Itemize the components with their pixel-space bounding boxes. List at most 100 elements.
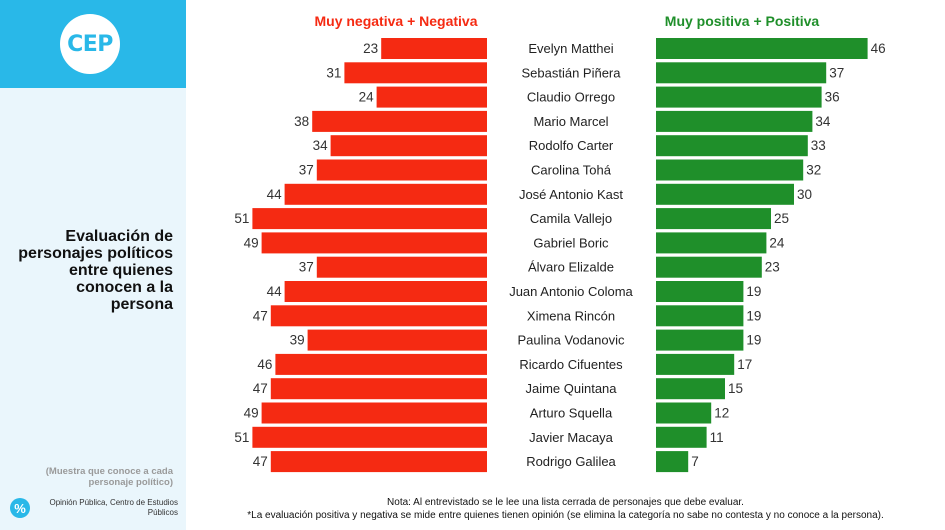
note-line-2: *La evaluación positiva y negativa se mi… <box>247 510 884 521</box>
positive-bar <box>656 110 813 132</box>
negative-value-label: 47 <box>253 381 268 396</box>
positive-bar <box>656 305 744 327</box>
negative-value-label: 46 <box>257 357 272 372</box>
positive-bar <box>656 378 725 400</box>
positive-header: Muy positiva + Positiva <box>665 13 820 29</box>
person-name-label: Camila Vallejo <box>530 211 612 226</box>
negative-bar <box>270 378 487 400</box>
negative-bar <box>381 38 487 59</box>
positive-value-label: 12 <box>714 406 729 421</box>
negative-bar <box>330 135 487 157</box>
negative-value-label: 24 <box>359 90 375 105</box>
person-name-label: Gabriel Boric <box>533 235 609 250</box>
negative-bar <box>307 329 487 351</box>
negative-value-label: 39 <box>290 333 305 348</box>
negative-bar <box>376 86 487 108</box>
negative-value-label: 49 <box>244 406 259 421</box>
negative-value-label: 51 <box>234 211 249 226</box>
positive-value-label: 7 <box>691 454 699 469</box>
person-name-label: Carolina Tohá <box>531 163 612 178</box>
negative-bar <box>275 353 487 375</box>
positive-bar <box>656 329 744 351</box>
chart-bars: 23 Evelyn Matthei 46 31 Sebastián Piñera 37 24… <box>234 38 886 473</box>
person-name-label: José Antonio Kast <box>519 187 623 202</box>
negative-bar <box>284 281 487 302</box>
person-name-label: Jaime Quintana <box>525 381 617 396</box>
negative-value-label: 38 <box>294 114 309 129</box>
person-name-label: Rodrigo Galilea <box>526 454 616 469</box>
positive-value-label: 36 <box>825 90 840 105</box>
negative-bar <box>316 159 487 181</box>
positive-value-label: 23 <box>765 260 780 275</box>
negative-bar <box>344 62 487 84</box>
chart-title: Evaluación de personajes políticos entre… <box>18 228 173 313</box>
negative-value-label: 49 <box>244 235 259 250</box>
positive-value-label: 24 <box>769 235 785 250</box>
positive-value-label: 32 <box>806 163 821 178</box>
positive-bar <box>656 353 735 375</box>
positive-bar <box>656 402 712 424</box>
negative-header: Muy negativa + Negativa <box>314 13 477 29</box>
negative-bar <box>261 402 487 424</box>
person-name-label: Javier Macaya <box>529 430 614 445</box>
negative-value-label: 37 <box>299 260 314 275</box>
person-name-label: Arturo Squella <box>530 406 613 421</box>
negative-value-label: 44 <box>267 284 283 299</box>
person-name-label: Ricardo Cifuentes <box>519 357 623 372</box>
negative-value-label: 23 <box>363 41 378 56</box>
negative-value-label: 34 <box>313 138 329 153</box>
negative-bar <box>312 110 487 132</box>
percent-icon: % <box>10 498 30 518</box>
positive-value-label: 34 <box>815 114 831 129</box>
positive-value-label: 19 <box>746 333 761 348</box>
positive-value-label: 30 <box>797 187 812 202</box>
cep-logo: CEP <box>60 14 120 74</box>
positive-bar <box>656 86 822 108</box>
positive-value-label: 19 <box>746 284 761 299</box>
positive-bar <box>656 451 689 473</box>
positive-value-label: 11 <box>710 430 724 445</box>
negative-value-label: 51 <box>234 430 249 445</box>
person-name-label: Juan Antonio Coloma <box>509 284 633 299</box>
person-name-label: Paulina Vodanovic <box>518 333 625 348</box>
negative-bar <box>270 305 487 327</box>
positive-value-label: 19 <box>746 308 761 323</box>
person-name-label: Claudio Orrego <box>527 90 615 105</box>
negative-value-label: 31 <box>326 65 341 80</box>
positive-value-label: 25 <box>774 211 789 226</box>
negative-value-label: 47 <box>253 308 268 323</box>
person-name-label: Álvaro Elizalde <box>528 260 614 275</box>
positive-bar <box>656 159 804 181</box>
positive-bar <box>656 256 762 278</box>
positive-bar <box>656 232 767 254</box>
person-name-label: Mario Marcel <box>533 114 608 129</box>
person-name-label: Sebastián Piñera <box>521 65 621 80</box>
logo-text: CEP <box>67 31 113 57</box>
footnotes: Nota: Al entrevistado se le lee una list… <box>186 496 945 522</box>
negative-bar <box>252 208 487 230</box>
negative-value-label: 37 <box>299 163 314 178</box>
positive-bar <box>656 38 868 59</box>
positive-value-label: 15 <box>728 381 743 396</box>
positive-bar <box>656 62 827 84</box>
negative-value-label: 47 <box>253 454 268 469</box>
positive-bar <box>656 135 808 157</box>
negative-value-label: 44 <box>267 187 283 202</box>
note-line-1: Nota: Al entrevistado se le lee una list… <box>387 497 744 508</box>
negative-bar <box>316 256 487 278</box>
butterfly-chart: Muy negativa + Negativa Muy positiva + P… <box>234 13 886 473</box>
source-text: Opinión Pública, Centro de Estudios Públ… <box>49 498 178 517</box>
sidebar: CEP Evaluación de personajes políticos e… <box>0 0 186 530</box>
person-name-label: Rodolfo Carter <box>529 138 614 153</box>
negative-bar <box>261 232 487 254</box>
positive-bar <box>656 426 707 448</box>
person-name-label: Ximena Rincón <box>527 308 615 323</box>
person-name-label: Evelyn Matthei <box>528 41 613 56</box>
negative-bar <box>284 183 487 205</box>
sample-note: (Muestra que conoce a cada personaje pol… <box>45 466 173 488</box>
positive-value-label: 46 <box>871 41 886 56</box>
negative-bar <box>252 426 487 448</box>
positive-value-label: 17 <box>737 357 752 372</box>
positive-value-label: 33 <box>811 138 826 153</box>
positive-bar <box>656 281 744 302</box>
